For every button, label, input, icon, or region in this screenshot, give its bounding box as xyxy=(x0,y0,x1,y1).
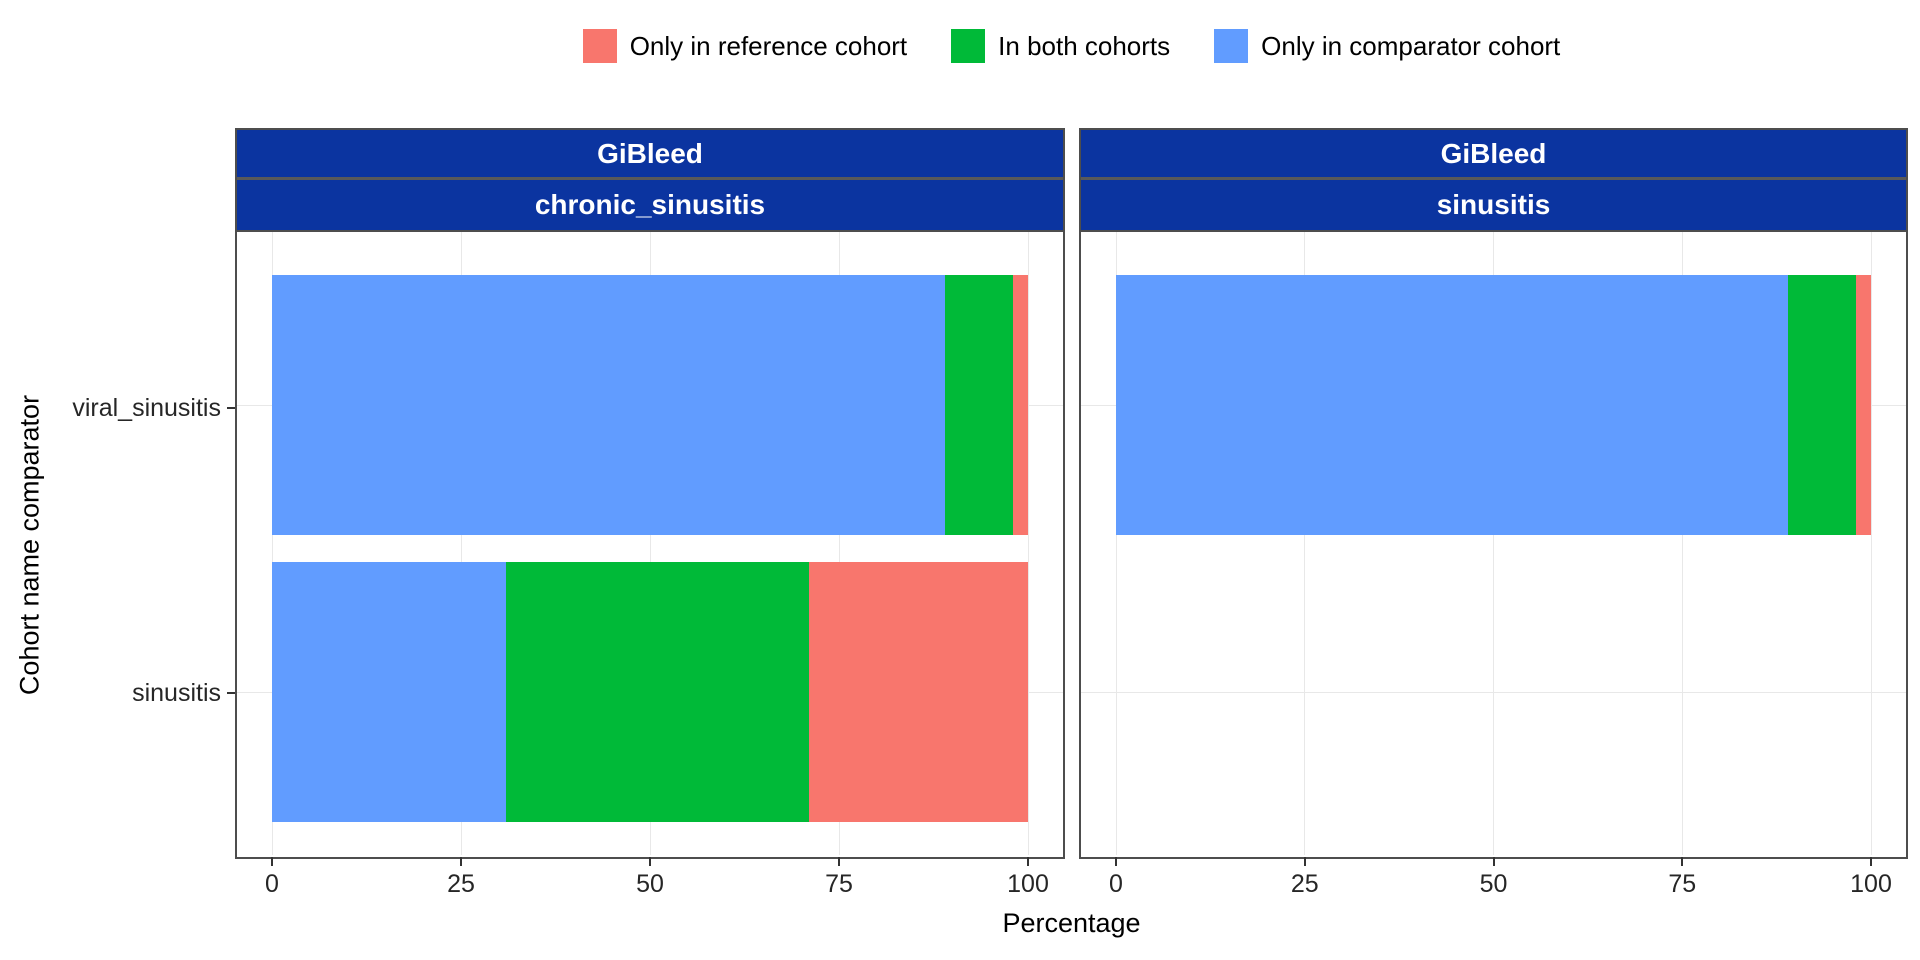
x-tick-label: 50 xyxy=(1479,870,1508,898)
legend: Only in reference cohort In both cohorts… xyxy=(235,26,1908,66)
reference-swatch-icon xyxy=(582,29,617,63)
x-tick-mark xyxy=(1115,857,1117,866)
x-tick-mark xyxy=(1027,857,1029,866)
x-tick-label: 75 xyxy=(825,870,853,898)
x-gridline xyxy=(1681,232,1683,855)
bar-segment-only-in-reference xyxy=(1855,275,1871,535)
x-tick-label: 25 xyxy=(1290,870,1319,898)
y-tick-mark xyxy=(227,407,235,409)
bar-segment-only-in-comparator xyxy=(1116,275,1788,535)
facet-panel-chronic-sinusitis: GiBleed chronic_sinusitis 0 25 50 75 100 xyxy=(235,128,1065,898)
plot-area xyxy=(1081,230,1906,855)
comparator-swatch-icon xyxy=(1214,29,1249,63)
x-tick-mark xyxy=(838,857,840,866)
y-axis-title: Cohort name comparator xyxy=(14,394,45,696)
facet-strip-database: GiBleed xyxy=(1081,130,1906,177)
legend-label: Only in comparator cohort xyxy=(1261,30,1561,61)
y-tick-label-sinusitis: sinusitis xyxy=(132,679,221,707)
x-tick-mark xyxy=(271,857,273,866)
legend-label: In both cohorts xyxy=(998,30,1171,61)
legend-item-both: In both cohorts xyxy=(951,29,1170,63)
x-gridline xyxy=(1870,232,1872,855)
strip-divider xyxy=(237,177,1063,180)
x-tick-mark xyxy=(649,857,651,866)
x-tick-mark xyxy=(1681,857,1684,866)
y-gridline xyxy=(1081,691,1906,693)
x-axis-title: Percentage xyxy=(1002,908,1141,938)
x-tick-label: 100 xyxy=(1007,870,1049,898)
x-tick-label: 50 xyxy=(636,870,664,898)
x-gridline xyxy=(460,232,462,855)
bar-segment-in-both xyxy=(944,275,1013,535)
plot-area xyxy=(237,230,1063,855)
facet-strip-cohort: chronic_sinusitis xyxy=(237,180,1063,230)
legend-item-reference: Only in reference cohort xyxy=(582,29,908,63)
legend-item-comparator: Only in comparator cohort xyxy=(1214,29,1560,63)
x-tick-label: 75 xyxy=(1668,870,1697,898)
strip-divider xyxy=(1081,177,1906,180)
x-gridline xyxy=(649,232,651,855)
bar-segment-only-in-reference xyxy=(808,562,1028,822)
x-tick-label: 0 xyxy=(265,870,279,898)
x-gridline xyxy=(1304,232,1306,855)
bar-sinusitis xyxy=(237,562,1063,822)
y-tick-mark xyxy=(227,692,235,694)
bar-segment-only-in-comparator xyxy=(272,562,507,822)
x-gridline xyxy=(1493,232,1494,855)
both-swatch-icon xyxy=(951,29,986,63)
x-tick-label: 100 xyxy=(1850,870,1892,898)
bar-segment-in-both xyxy=(1787,275,1856,535)
bar-segment-only-in-comparator xyxy=(272,275,945,535)
x-tick-mark xyxy=(460,857,462,866)
facet-strip-database: GiBleed xyxy=(237,130,1063,177)
bar-viral_sinusitis xyxy=(237,275,1063,535)
legend-label: Only in reference cohort xyxy=(629,30,908,61)
x-tick-mark xyxy=(1492,857,1495,866)
x-gridline xyxy=(838,232,840,855)
bar-segment-in-both xyxy=(506,562,809,822)
x-gridline xyxy=(271,232,273,855)
x-tick-mark xyxy=(1303,857,1306,866)
y-tick-label-viral-sinusitis: viral_sinusitis xyxy=(72,394,221,422)
x-tick-label: 0 xyxy=(1109,870,1123,898)
facet-strip-cohort: sinusitis xyxy=(1081,180,1906,230)
x-gridline xyxy=(1027,232,1029,855)
x-gridline xyxy=(1115,232,1117,855)
facet-panel-sinusitis: GiBleed sinusitis 0 25 50 75 100 xyxy=(1079,128,1908,898)
bar-segment-only-in-reference xyxy=(1012,275,1028,535)
bar-viral_sinusitis xyxy=(1081,275,1906,535)
x-tick-label: 25 xyxy=(447,870,475,898)
x-tick-mark xyxy=(1870,857,1872,866)
